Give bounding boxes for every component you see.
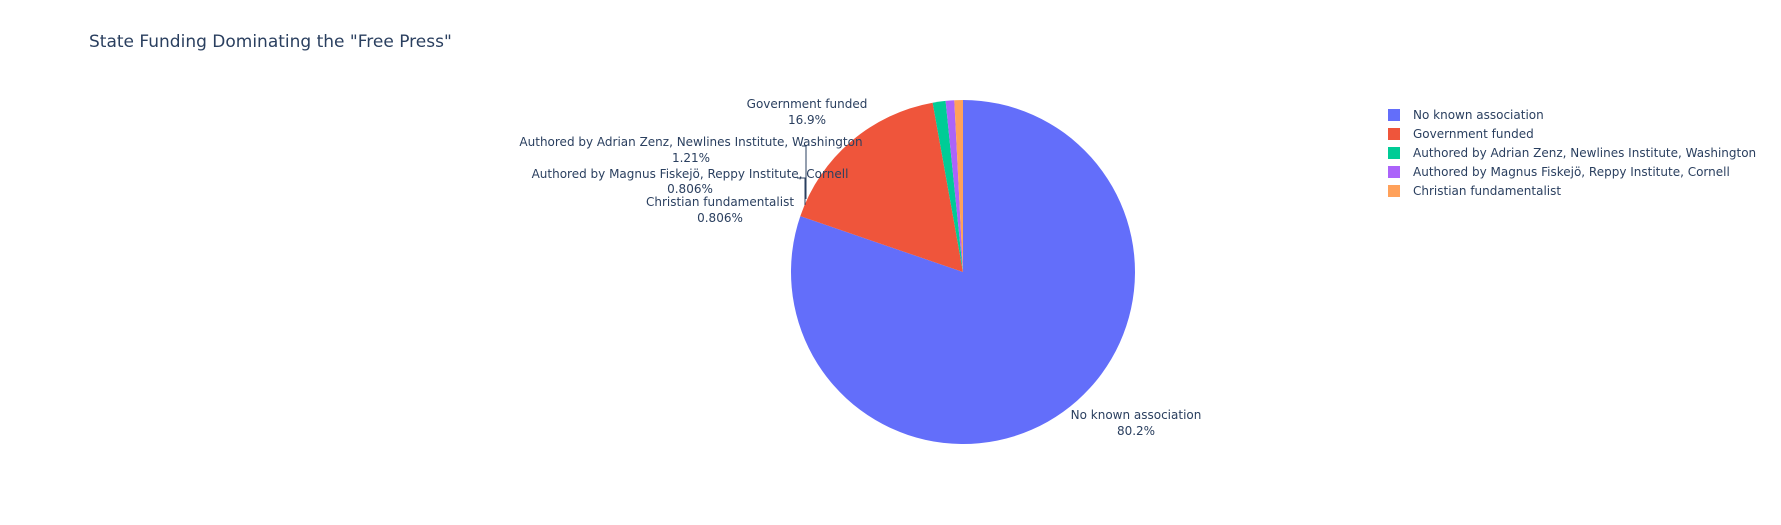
legend-label: Government funded (1413, 126, 1534, 141)
pie-slice-5[interactable] (954, 100, 963, 272)
legend-item-2[interactable]: Government funded (1388, 124, 1756, 143)
slice-percent-3: 1.21% (672, 151, 710, 165)
slice-label-2: Government funded (747, 97, 868, 111)
slice-percent-2: 16.9% (788, 113, 826, 127)
legend-item-5[interactable]: Christian fundamentalist (1388, 181, 1756, 200)
pie-slice-2[interactable] (800, 102, 963, 272)
slice-label-5: Christian fundamentalist (646, 195, 794, 209)
label-leader-line-4 (797, 177, 806, 205)
legend-label: Christian fundamentalist (1413, 183, 1562, 198)
chart-title: State Funding Dominating the "Free Press… (89, 32, 452, 52)
legend-item-1[interactable]: No known association (1388, 105, 1756, 124)
pie-slice-4[interactable] (945, 100, 963, 272)
legend-swatch (1388, 146, 1400, 159)
pie-slice-3[interactable] (932, 100, 963, 272)
legend-label: Authored by Adrian Zenz, Newlines Instit… (1413, 145, 1757, 160)
slice-label-4: Authored by Magnus Fiskejö, Reppy Instit… (532, 167, 849, 181)
slice-label-3: Authored by Adrian Zenz, Newlines Instit… (519, 135, 862, 149)
slice-label-1: No known association (1071, 408, 1202, 422)
legend-swatch (1388, 165, 1400, 178)
legend-swatch (1388, 127, 1400, 140)
legend-label: No known association (1413, 107, 1544, 122)
legend-item-4[interactable]: Authored by Magnus Fiskejö, Reppy Instit… (1388, 162, 1756, 181)
legend-label: Authored by Magnus Fiskejö, Reppy Instit… (1413, 164, 1730, 179)
legend-swatch (1388, 184, 1400, 197)
slice-percent-1: 80.2% (1117, 424, 1155, 438)
legend-swatch (1388, 108, 1400, 121)
slice-percent-5: 0.806% (697, 211, 743, 225)
label-leader-line-3 (802, 145, 807, 199)
slice-percent-4: 0.806% (667, 182, 713, 196)
legend-item-3[interactable]: Authored by Adrian Zenz, Newlines Instit… (1388, 143, 1756, 162)
legend: No known association Government funded Aut… (1388, 105, 1756, 200)
